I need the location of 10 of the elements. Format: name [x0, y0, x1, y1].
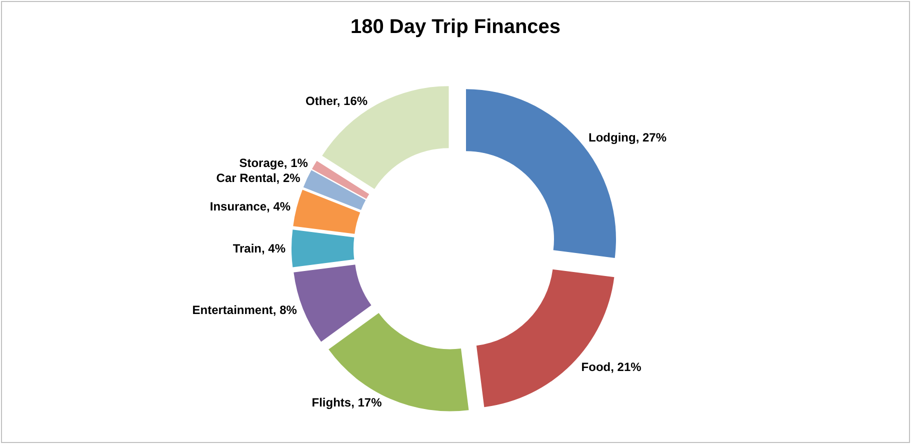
slice-label: Flights, 17% — [312, 396, 382, 410]
slice-label: Entertainment, 8% — [192, 303, 298, 318]
slice-label: Other, 16% — [306, 94, 368, 108]
slice-label: Train, 4% — [232, 241, 286, 256]
slice-label: Storage, 1% — [239, 156, 308, 170]
slice-label: Lodging, 27% — [588, 130, 667, 144]
chart-title: 180 Day Trip Finances — [350, 16, 561, 38]
slice-label: Car Rental, 2% — [216, 171, 301, 186]
slice-label: Insurance, 4% — [210, 200, 291, 214]
slice-label: Food, 21% — [581, 360, 642, 374]
